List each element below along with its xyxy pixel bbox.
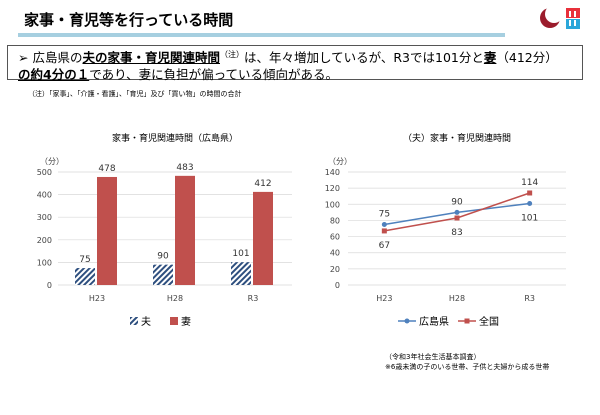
summary-box: ➢ 広島県の夫の家事・育児関連時間（注）は、年々増加しているが、R3では101分… bbox=[7, 45, 583, 83]
x-tick-label: R3 bbox=[524, 294, 535, 303]
chart-title: 家事・育児関連時間（広島県） bbox=[112, 132, 238, 144]
bar-夫 bbox=[75, 268, 95, 285]
legend-label: 全国 bbox=[479, 315, 499, 328]
data-label: 75 bbox=[79, 255, 90, 265]
data-label: 67 bbox=[379, 241, 390, 251]
x-tick-label: R3 bbox=[248, 294, 259, 303]
y-tick-label: 0 bbox=[47, 281, 52, 290]
legend-swatch bbox=[170, 317, 178, 325]
summary-sup: （注） bbox=[220, 50, 244, 59]
point bbox=[454, 209, 460, 215]
y-tick-label: 20 bbox=[330, 265, 340, 274]
point bbox=[454, 215, 460, 221]
y-tick-label: 200 bbox=[37, 236, 52, 245]
y-tick-label: 100 bbox=[37, 258, 52, 267]
y-tick-label: 80 bbox=[330, 216, 340, 225]
bullet-icon: ➢ bbox=[18, 50, 29, 66]
point bbox=[381, 221, 387, 227]
summary-text: 広島県の bbox=[32, 50, 83, 66]
summary-bold: 妻 bbox=[483, 50, 497, 66]
data-label: 101 bbox=[232, 249, 249, 259]
y-tick-label: 120 bbox=[325, 184, 340, 193]
data-label: 83 bbox=[451, 228, 462, 238]
x-tick-label: H28 bbox=[449, 294, 465, 303]
summary-bold: の約4分の１ bbox=[18, 67, 90, 83]
data-label: 75 bbox=[379, 209, 390, 219]
data-label: 90 bbox=[451, 197, 463, 207]
data-label: 483 bbox=[176, 163, 193, 173]
data-label: 478 bbox=[98, 164, 115, 174]
title-underline bbox=[18, 33, 505, 37]
data-label: 412 bbox=[254, 179, 271, 189]
summary-bold: 夫の家事・育児関連時間 bbox=[82, 50, 220, 66]
point bbox=[527, 200, 533, 206]
bar-夫 bbox=[231, 262, 251, 285]
y-axis-unit: （分） bbox=[328, 157, 352, 166]
y-tick-label: 400 bbox=[37, 191, 52, 200]
point bbox=[381, 228, 387, 234]
point bbox=[527, 190, 533, 196]
summary-text: であり、妻に負担が偏っている傾向がある。 bbox=[89, 67, 338, 83]
legend-marker bbox=[464, 318, 470, 324]
x-tick-label: H28 bbox=[167, 294, 183, 303]
legend-label: 妻 bbox=[181, 315, 191, 328]
y-tick-label: 300 bbox=[37, 213, 52, 222]
legend-label: 夫 bbox=[141, 316, 151, 328]
legend-label: 広島県 bbox=[419, 315, 449, 328]
y-axis-unit: （分） bbox=[40, 157, 64, 166]
legend-swatch bbox=[130, 317, 138, 325]
source-note: ※6歳未満の子のいる世帯、子供と夫婦から成る世帯 bbox=[385, 363, 550, 371]
x-tick-label: H23 bbox=[89, 294, 105, 303]
y-tick-label: 40 bbox=[330, 249, 340, 258]
y-tick-label: 0 bbox=[335, 281, 340, 290]
data-label: 90 bbox=[157, 252, 169, 262]
bar-妻 bbox=[175, 175, 195, 285]
y-tick-label: 140 bbox=[325, 168, 340, 177]
data-label: 101 bbox=[521, 213, 538, 223]
bar-妻 bbox=[253, 191, 273, 285]
data-label: 114 bbox=[521, 178, 538, 188]
summary-text: は、年々増加しているが、R3では101分と bbox=[244, 50, 484, 66]
logo bbox=[540, 5, 580, 29]
chart-title: （夫）家事・育児関連時間 bbox=[403, 132, 511, 144]
y-tick-label: 500 bbox=[37, 168, 52, 177]
summary-text: （412分） bbox=[496, 50, 558, 66]
footnote: （注）「家事」、「介護・看護」、「育児」及び「買い物」の時間の合計 bbox=[28, 90, 242, 98]
y-tick-label: 60 bbox=[330, 233, 340, 242]
bar-妻 bbox=[97, 176, 117, 285]
bar-夫 bbox=[153, 264, 173, 285]
source-note: （令和3年社会生活基本調査） bbox=[385, 353, 481, 361]
x-tick-label: H23 bbox=[376, 294, 392, 303]
y-tick-label: 100 bbox=[325, 200, 340, 209]
page-title: 家事・育児等を行っている時間 bbox=[24, 11, 234, 29]
legend-marker bbox=[404, 318, 410, 324]
